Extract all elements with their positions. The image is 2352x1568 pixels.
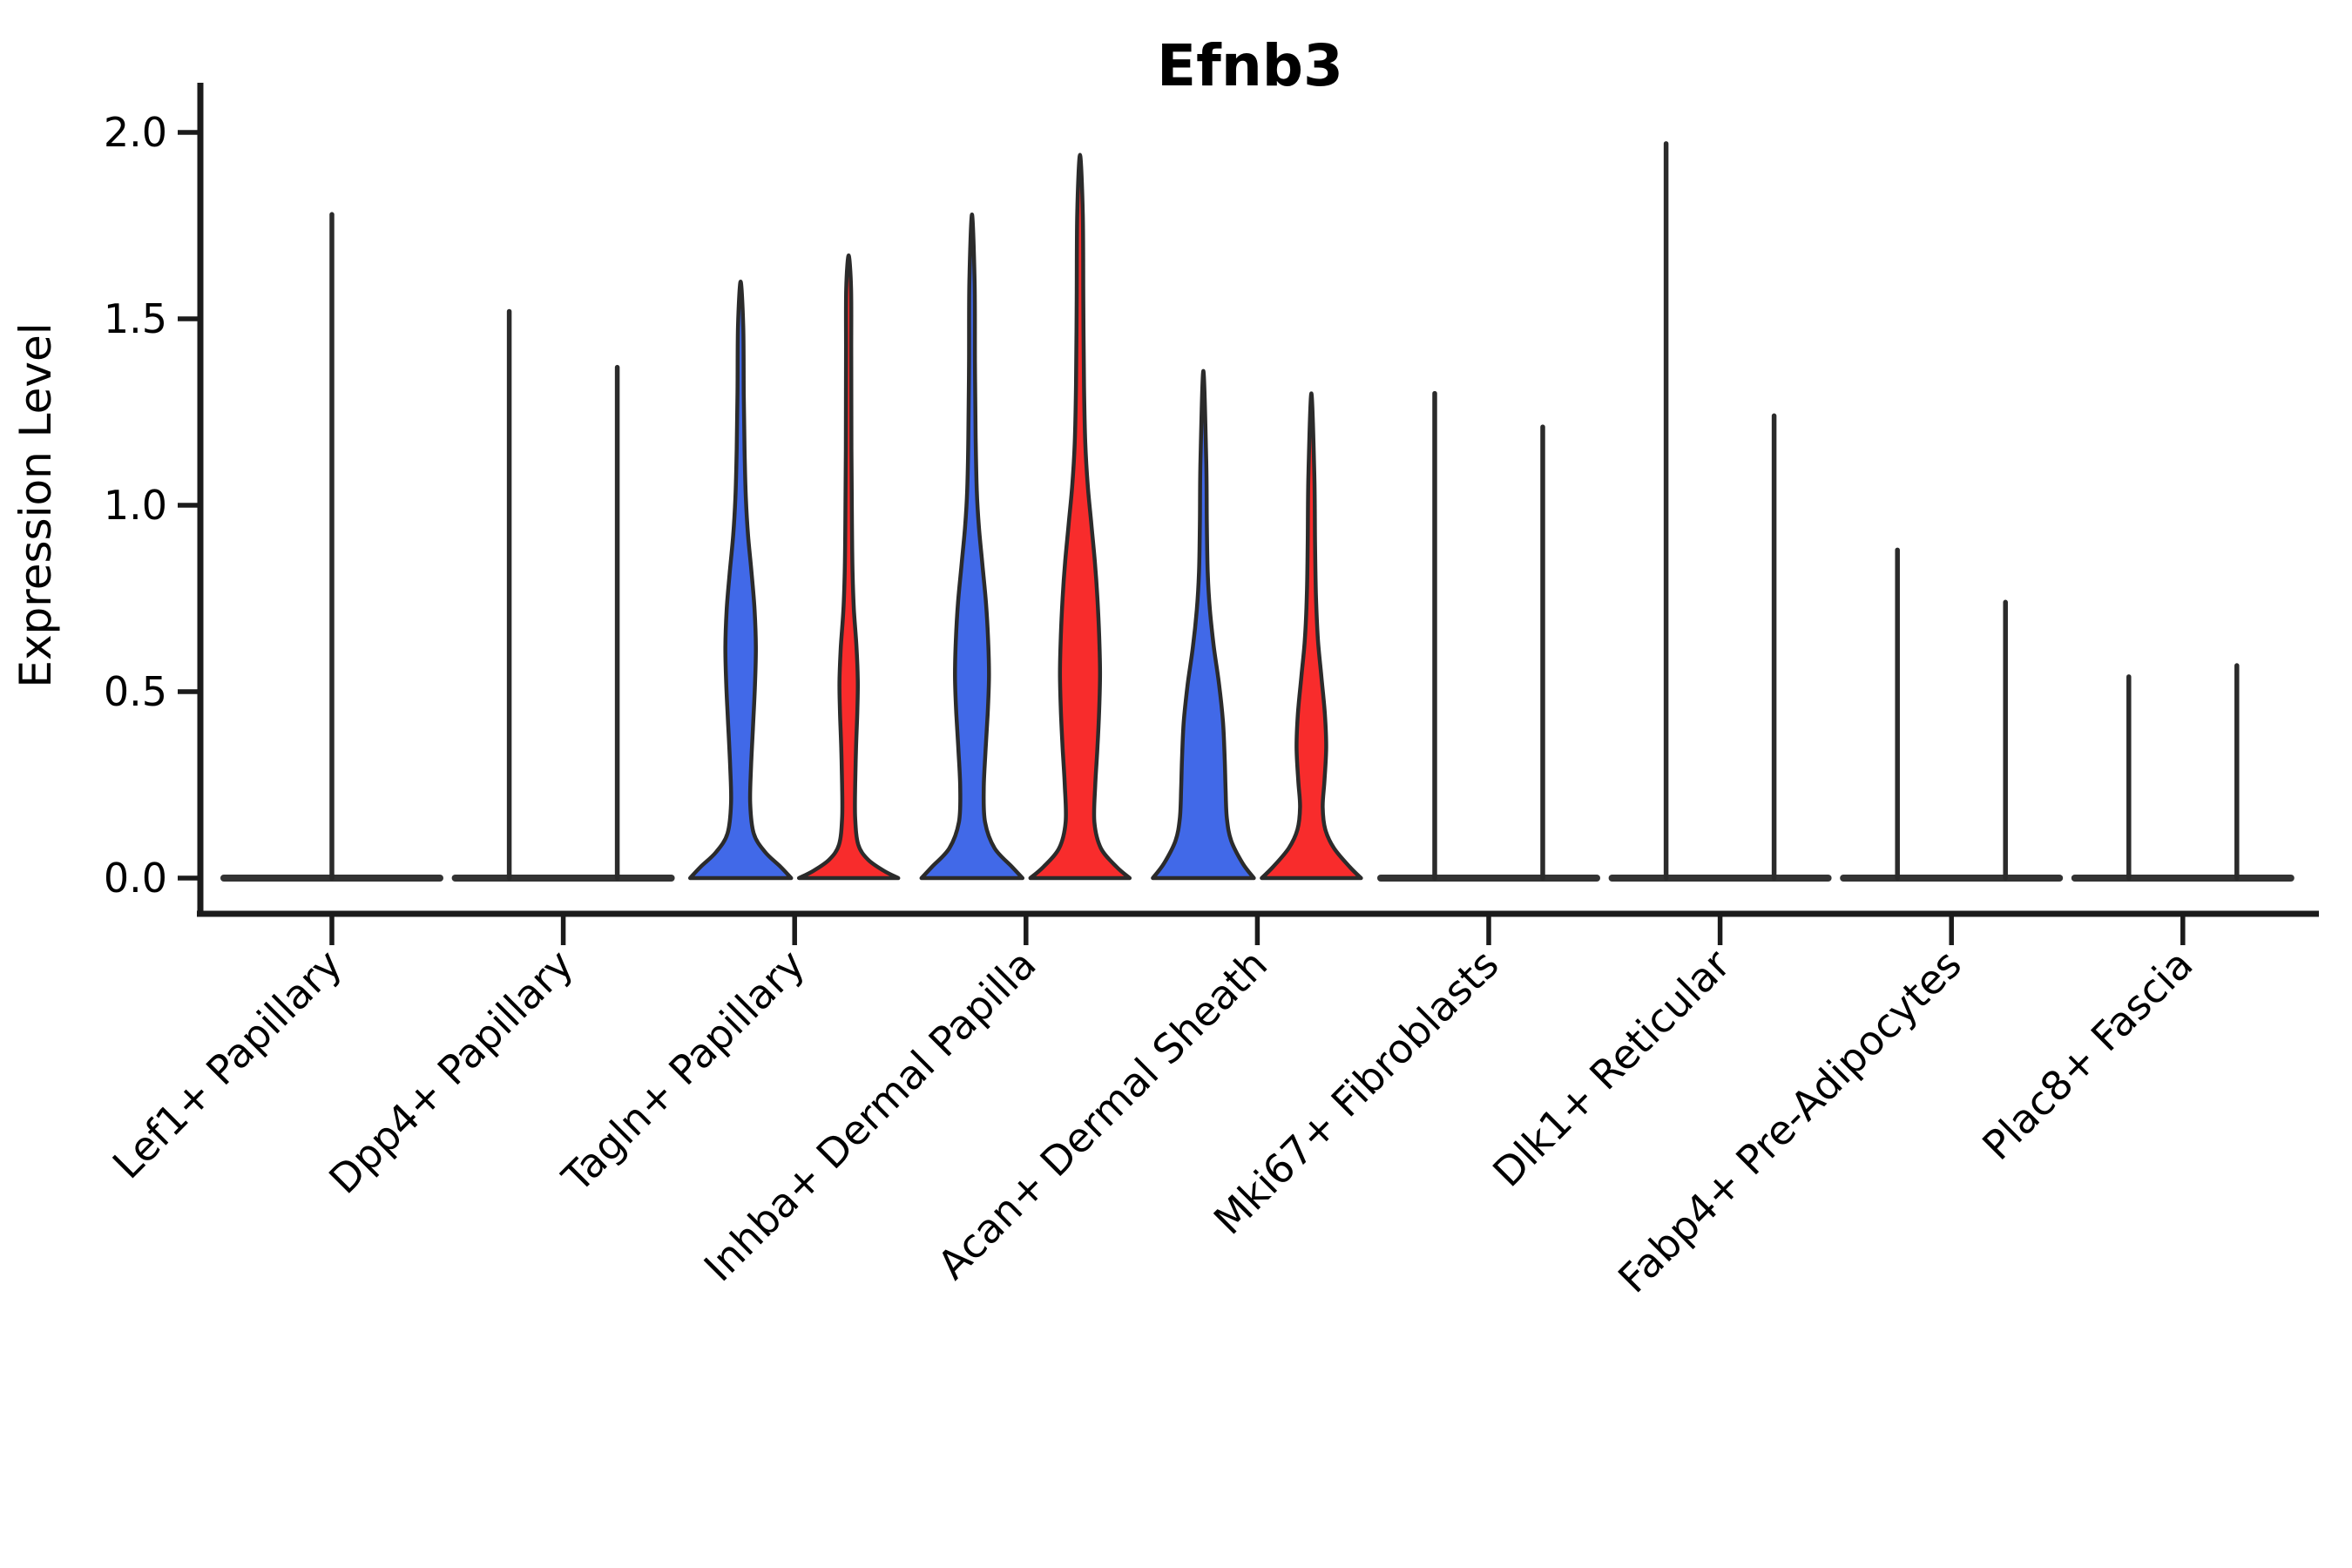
y-axis-title: Expression Level <box>10 322 61 687</box>
axes <box>178 83 2319 945</box>
violin-tagln-papillary-red <box>796 253 901 881</box>
violins-layer <box>220 141 2295 882</box>
violin-inhba-dermal-papilla-blue <box>919 212 1025 881</box>
y-tick-label-1.0: 1.0 <box>104 482 167 529</box>
violin-acan-dermal-sheath-red <box>1260 391 1363 881</box>
x-category-label-dlk1-reticular: Dlk1+ Reticular <box>1484 941 1739 1196</box>
violin-tagln-papillary-blue <box>687 279 794 881</box>
x-category-label-dpp4-papillary: Dpp4+ Papillary <box>320 941 582 1203</box>
x-category-label-tagln-papillary: Tagln+ Papillary <box>552 941 814 1202</box>
violin-acan-dermal-sheath-blue <box>1151 368 1256 881</box>
violin-inhba-dermal-papilla-red <box>1028 152 1132 881</box>
y-tick-label-2.0: 2.0 <box>104 109 167 156</box>
y-tick-label-0.5: 0.5 <box>104 668 167 715</box>
x-category-label-plac8-fascia: Plac8+ Fascia <box>1973 941 2201 1169</box>
y-tick-label-0.0: 0.0 <box>104 855 167 902</box>
x-category-label-lef1-papillary: Lef1+ Papillary <box>104 941 351 1188</box>
y-tick-label-1.5: 1.5 <box>104 295 167 342</box>
chart-title: Efnb3 <box>1157 32 1343 99</box>
